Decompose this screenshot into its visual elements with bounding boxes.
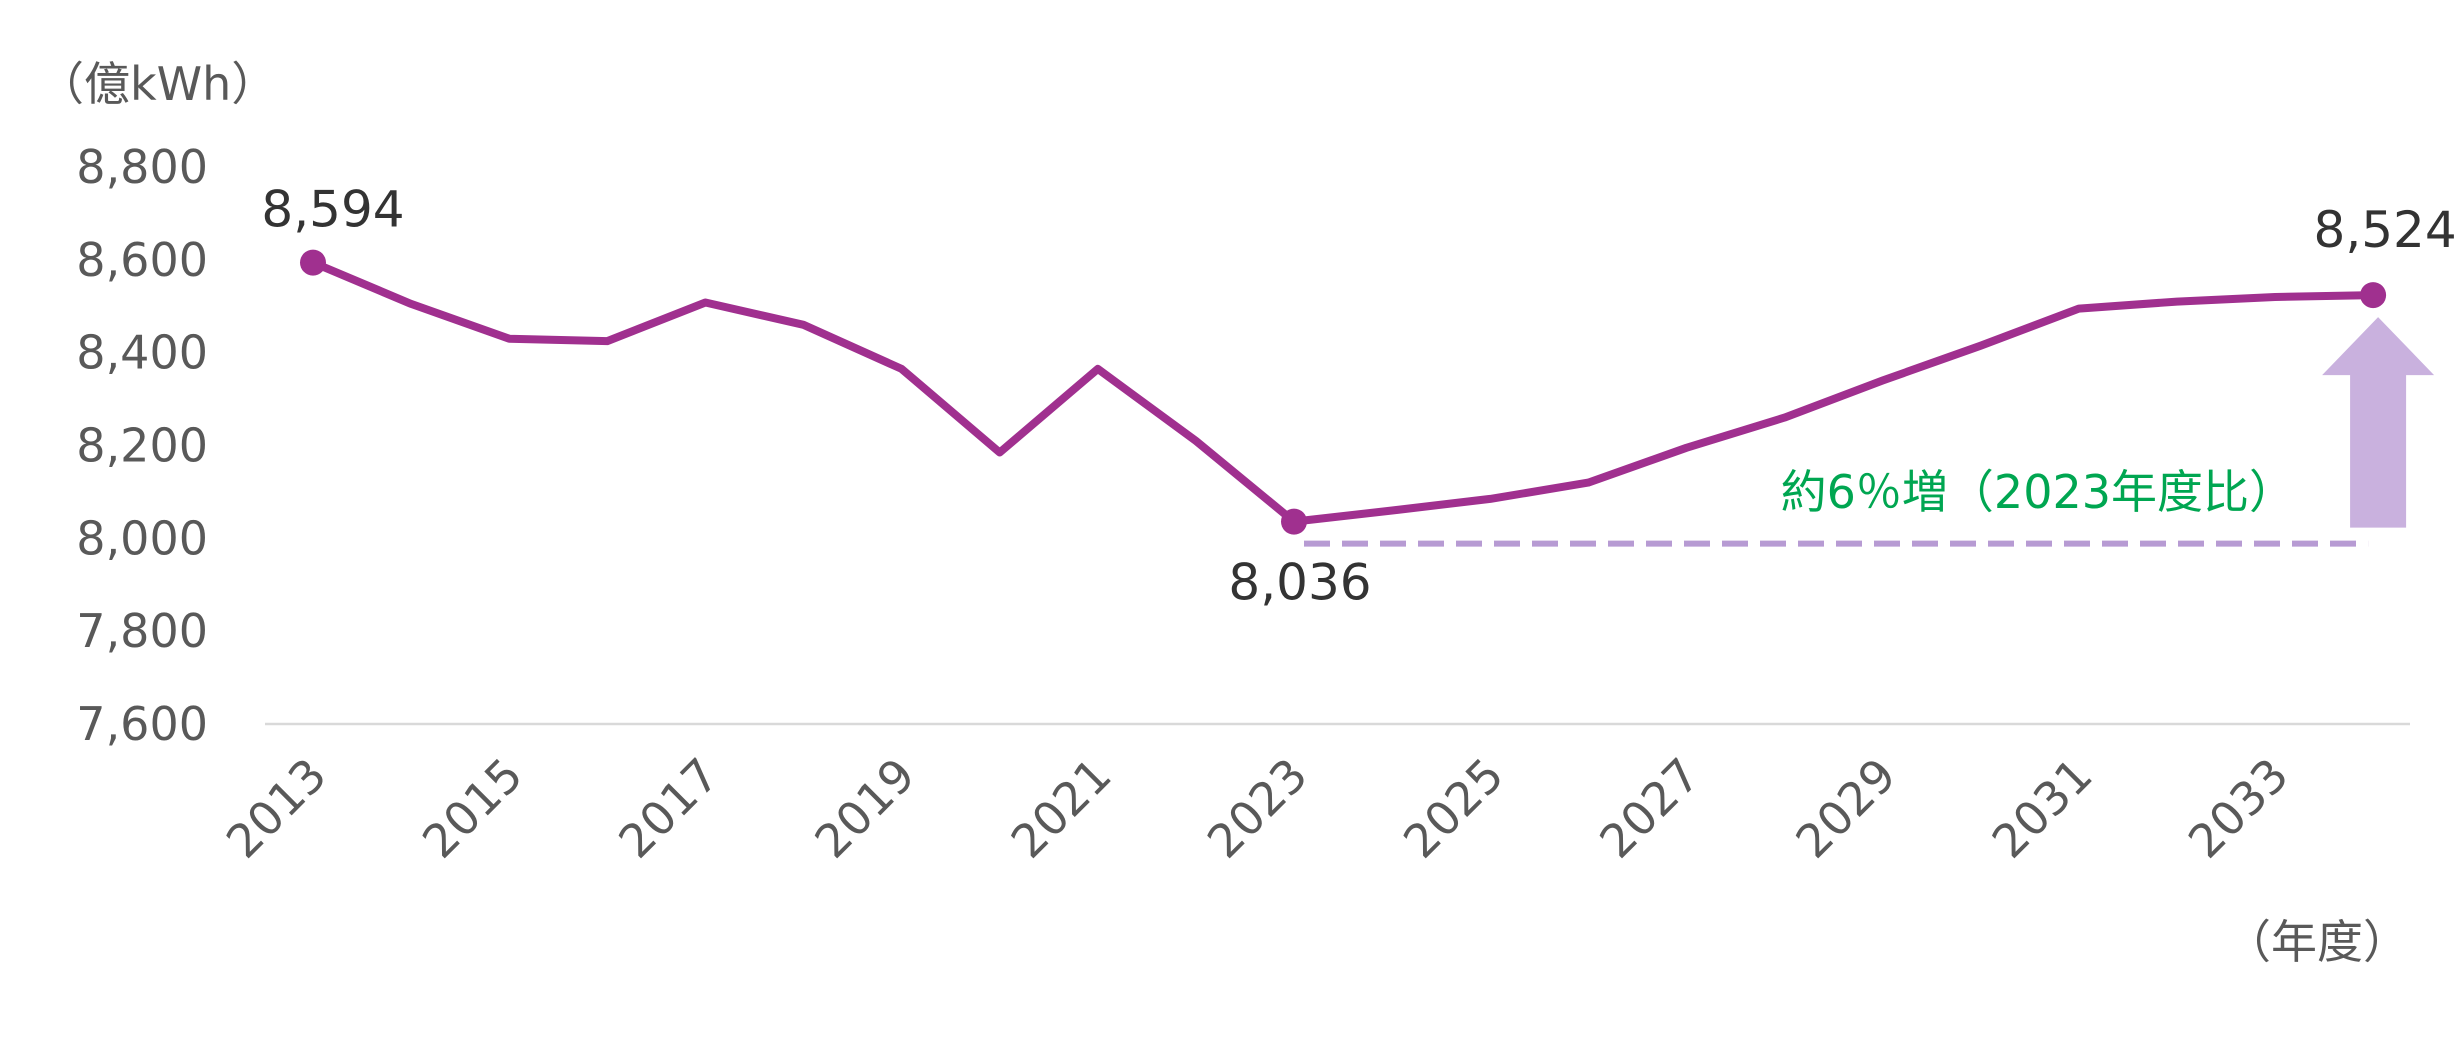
data-labels: 8,594 8,036 8,524 [261,181,2456,612]
x-tick-label: 2021 [1001,748,1122,869]
y-tick-label: 8,400 [76,326,208,380]
y-tick-label: 8,800 [76,140,208,194]
x-tick-label: 2027 [1589,748,1710,869]
data-point-marker [300,249,326,276]
y-tick-label: 8,200 [76,419,208,473]
data-label: 8,036 [1228,554,1371,612]
y-tick-label: 8,600 [76,233,208,287]
y-tick-label: 7,800 [76,604,208,658]
x-tick-label: 2031 [1982,748,2103,869]
x-tick-label: 2013 [216,748,337,869]
x-axis-ticks: 2013 2015 2017 2019 2021 2023 2025 2027 2029 2031… [216,748,2299,869]
y-tick-label: 7,600 [76,697,208,751]
y-axis-ticks: 7,600 7,800 8,000 8,200 8,400 8,600 8,800 [76,140,208,751]
increase-arrow [2322,317,2435,528]
y-unit-label: （億kWh） [38,57,277,111]
data-label: 8,524 [2314,201,2457,259]
series-markers [300,249,2387,535]
series-line [309,258,2378,526]
y-tick-label: 8,000 [76,511,208,565]
annotation-label: 約6％増（2023年度比） [1781,465,2295,519]
x-tick-label: 2015 [412,748,533,869]
x-tick-label: 2029 [1785,748,1906,869]
x-tick-label: 2017 [608,748,729,869]
arrow-shape [2322,317,2435,528]
x-unit-label: （年度） [2225,915,2409,969]
x-tick-label: 2033 [2178,748,2299,869]
x-tick-label: 2025 [1393,748,1514,869]
data-point-marker [1281,508,1307,535]
data-point-marker [2360,282,2387,309]
data-label: 8,594 [261,181,404,239]
x-tick-label: 2019 [804,748,925,869]
x-tick-label: 2023 [1197,748,1318,869]
